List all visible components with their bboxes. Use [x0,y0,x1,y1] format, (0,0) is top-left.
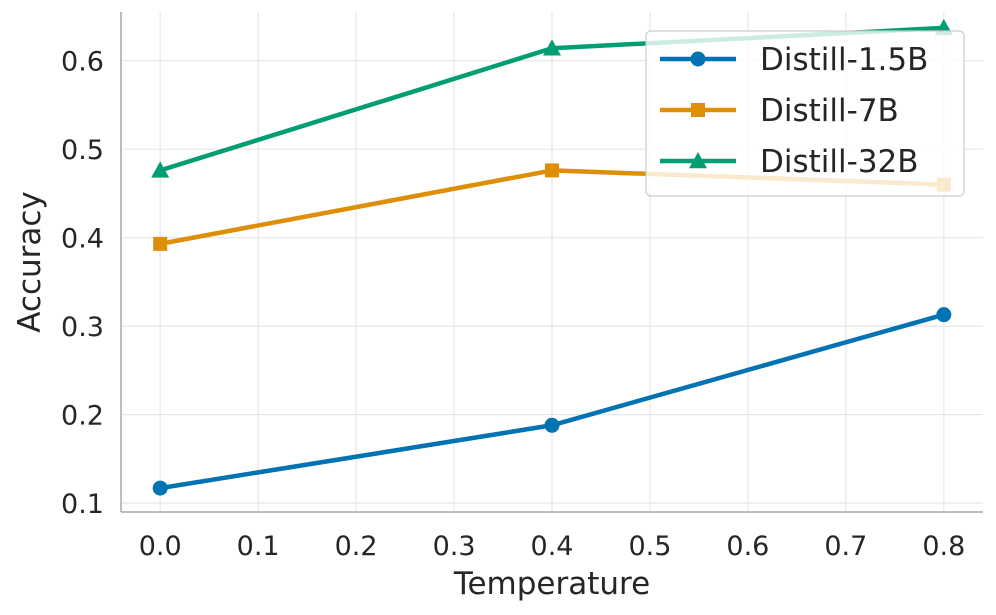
y-tick-label: 0.4 [61,224,104,255]
legend-box [645,30,965,197]
legend-label-distill-1-5b: Distill-1.5B [760,42,928,78]
data-point-distill-32b [543,39,561,56]
legend-marker-distill-32b [689,152,707,169]
legend-marker-distill-7b [691,103,705,117]
y-tick-label: 0.1 [61,489,104,520]
data-point-distill-1-5b [152,480,168,496]
x-tick-label: 0.7 [824,531,867,562]
data-point-distill-1-5b [544,417,560,433]
data-point-distill-32b [151,161,170,178]
x-tick-label: 0.2 [335,531,378,562]
legend-marker-distill-1-5b [690,51,706,67]
y-tick-label: 0.2 [61,401,104,432]
y-tick-label: 0.3 [61,312,104,343]
data-point-distill-7b [153,236,168,251]
x-tick-label: 0.4 [531,531,574,562]
data-point-distill-1-5b [936,307,952,323]
data-point-distill-7b [545,163,559,178]
x-tick-label: 0.3 [433,531,476,562]
y-tick-labels: 0.1 0.2 0.3 0.4 0.5 0.6 [61,47,104,520]
legend-entry-distill-32b: Distill-32B [660,144,919,180]
y-tick-label: 0.6 [61,47,104,78]
x-tick-label: 0.8 [922,531,965,562]
y-axis-title: Accuracy [12,191,48,333]
x-tick-label: 0.5 [628,531,671,562]
x-tick-labels: 0.0 0.1 0.2 0.3 0.4 0.5 0.6 0.7 0.8 [139,531,966,562]
legend-entry-distill-7b: Distill-7B [660,93,899,129]
legend-entry-distill-1-5b: Distill-1.5B [660,42,928,78]
x-tick-label: 0.1 [237,531,280,562]
legend-label-distill-7b: Distill-7B [760,93,899,129]
x-axis-title: Temperature [453,566,650,602]
axes [120,12,983,513]
legend: Distill-1.5B Distill-7B Distill-32B [645,30,965,197]
legend-label-distill-32b: Distill-32B [760,144,919,180]
series-distill-1-5b [152,307,952,496]
x-tick-label: 0.0 [139,531,182,562]
x-tick-label: 0.6 [726,531,769,562]
y-tick-label: 0.5 [61,135,104,166]
